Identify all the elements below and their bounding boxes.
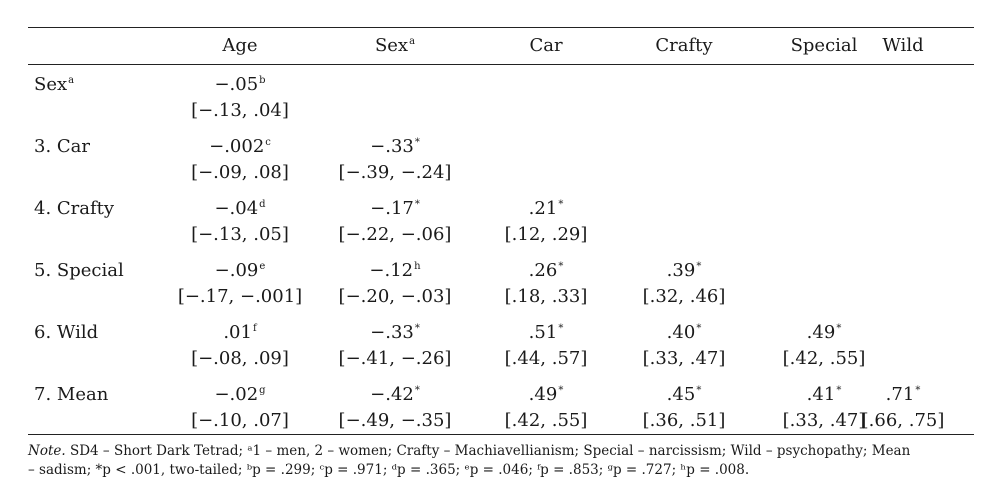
confidence-interval: [.42, .55] (782, 348, 866, 369)
table-cell: .21* [.12, .29] (476, 196, 616, 248)
confidence-interval: [.33, .47] (782, 410, 866, 431)
table-cell: .01f [−.08, .09] (170, 320, 310, 372)
note-line-2: – sadism; *p < .001, two-tailed; ᵇp = .2… (28, 462, 750, 478)
row-label: 4. Crafty (34, 198, 115, 219)
table-cell: −.33* [−.41, −.26] (325, 320, 465, 372)
confidence-interval: [−.49, −.35] (338, 410, 452, 431)
correlation-value: .40* (666, 322, 702, 343)
correlation-value: −.002c (209, 136, 271, 157)
table-cell: .49* [.42, .55] (754, 320, 894, 372)
table-bottom-rule (28, 434, 974, 435)
table-header-row: Age Sexa Car Crafty Special Wild (28, 35, 974, 61)
table-row: 6. Wild .01f [−.08, .09] −.33* [−.41, −.26].… (28, 320, 974, 380)
confidence-interval: [−.22, −.06] (338, 224, 452, 245)
correlation-value: −.33* (370, 322, 420, 343)
table-cell: −.09e [−.17, −.001] (170, 258, 310, 310)
correlation-value: .26* (528, 260, 564, 281)
correlation-value: .49* (528, 384, 564, 405)
table-cell: −.04d [−.13, .05] (170, 196, 310, 248)
confidence-interval: [−.10, .07] (191, 410, 289, 431)
confidence-interval: [.32, .46] (642, 286, 726, 307)
correlation-value: −.42* (370, 384, 420, 405)
confidence-interval: [.33, .47] (642, 348, 726, 369)
table-cell: −.02g [−.10, .07] (170, 382, 310, 434)
confidence-interval: [.42, .55] (504, 410, 588, 431)
table-top-rule (28, 27, 974, 28)
confidence-interval: [−.09, .08] (191, 162, 289, 183)
row-label: 5. Special (34, 260, 124, 281)
table-cell: −.12h [−.20, −.03] (325, 258, 465, 310)
confidence-interval: [.36, .51] (642, 410, 726, 431)
row-label: 7. Mean (34, 384, 109, 405)
confidence-interval: [.18, .33] (504, 286, 588, 307)
correlation-value: .51* (528, 322, 564, 343)
correlation-value: −.02g (214, 384, 266, 405)
column-header-car: Car (529, 35, 563, 56)
table-row: 4. Crafty −.04d [−.13, .05] −.17* [−.22, −.0… (28, 196, 974, 256)
confidence-interval: [−.39, −.24] (338, 162, 452, 183)
confidence-interval: [.12, .29] (504, 224, 588, 245)
confidence-interval: [−.17, −.001] (177, 286, 303, 307)
column-header-age: Age (222, 35, 258, 56)
correlation-value: .45* (666, 384, 702, 405)
correlation-value: .01f (223, 322, 257, 343)
table-row: 3. Car −.002c [−.09, .08] −.33* [−.39, −.24] (28, 134, 974, 194)
confidence-interval: [−.13, .05] (191, 224, 289, 245)
correlation-value: .49* (806, 322, 842, 343)
row-label: Sexa (34, 74, 75, 95)
table-row: Sexa −.05b [−.13, .04] (28, 72, 974, 132)
note-text-1: SD4 – Short Dark Tetrad; ᵃ1 – men, 2 – w… (69, 443, 911, 459)
table-cell: −.42* [−.49, −.35] (325, 382, 465, 434)
correlation-value: −.09e (214, 260, 266, 281)
confidence-interval: [−.20, −.03] (338, 286, 452, 307)
row-label: 6. Wild (34, 322, 99, 343)
column-header-wild: Wild (882, 35, 924, 56)
table-cell: .51* [.44, .57] (476, 320, 616, 372)
correlation-value: −.12h (369, 260, 421, 281)
correlation-value: .71* (885, 384, 921, 405)
table-cell: .41* [.33, .47] (754, 382, 894, 434)
confidence-interval: [.44, .57] (504, 348, 588, 369)
correlation-value: −.04d (214, 198, 266, 219)
table-header-rule (28, 64, 974, 65)
table-row: 7. Mean −.02g [−.10, .07] −.42* [−.49, −.35]… (28, 382, 974, 442)
column-header-crafty: Crafty (655, 35, 713, 56)
table-cell: .39* [.32, .46] (614, 258, 754, 310)
table-row: 5. Special −.09e [−.17, −.001] −.12h [−.20, … (28, 258, 974, 318)
correlation-value: −.17* (370, 198, 420, 219)
correlation-value: −.05b (214, 74, 266, 95)
table-note: Note. SD4 – Short Dark Tetrad; ᵃ1 – men,… (28, 442, 974, 480)
correlation-value: .21* (528, 198, 564, 219)
row-label: 3. Car (34, 136, 91, 157)
confidence-interval: [.66, .75] (861, 410, 945, 431)
table-cell: .40* [.33, .47] (614, 320, 754, 372)
note-line-1: Note. SD4 – Short Dark Tetrad; ᵃ1 – men,… (28, 442, 974, 461)
table-cell: .49* [.42, .55] (476, 382, 616, 434)
table-cell: .45* [.36, .51] (614, 382, 754, 434)
table-cell: −.17* [−.22, −.06] (325, 196, 465, 248)
correlation-value: .39* (666, 260, 702, 281)
correlation-value: .41* (806, 384, 842, 405)
correlation-value: −.33* (370, 136, 420, 157)
column-header-special: Special (790, 35, 858, 56)
confidence-interval: [−.13, .04] (191, 100, 289, 121)
confidence-interval: [−.41, −.26] (338, 348, 452, 369)
confidence-interval: [−.08, .09] (191, 348, 289, 369)
table-cell: −.002c [−.09, .08] (170, 134, 310, 186)
table-cell: .71* [.66, .75] (833, 382, 973, 434)
table-cell: .26* [.18, .33] (476, 258, 616, 310)
table-cell: −.05b [−.13, .04] (170, 72, 310, 124)
note-lead: Note. (28, 443, 66, 459)
column-header-sex: Sexa (374, 35, 416, 56)
table-cell: −.33* [−.39, −.24] (325, 134, 465, 186)
